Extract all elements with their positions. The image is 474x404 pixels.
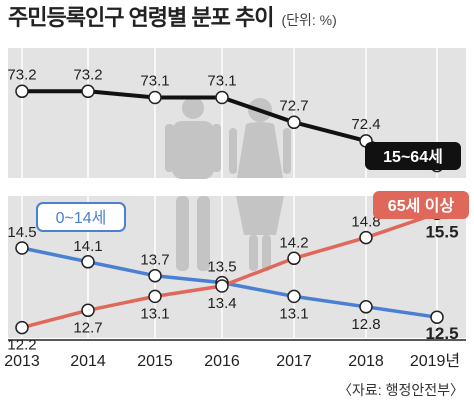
- x-tick-label-4: 2017: [276, 353, 312, 370]
- data-label-youth-2: 13.7: [140, 252, 169, 269]
- data-point-0-3: [215, 90, 229, 105]
- data-label-elderly-0: 12.2: [7, 337, 36, 354]
- data-label-elderly-3: 13.4: [207, 295, 236, 312]
- data-point-1-6: [430, 310, 444, 324]
- data-label-elderly-2: 13.1: [140, 305, 169, 322]
- x-tick-label-3: 2016: [204, 353, 240, 370]
- data-label-elderly-5: 14.8: [351, 214, 380, 231]
- data-label-working-age-1: 73.2: [73, 66, 102, 83]
- x-tick-label-2: 2015: [137, 353, 173, 370]
- woman-arm-right: [283, 128, 291, 174]
- data-point-1-5: [359, 300, 373, 314]
- x-tick-label-6: 2019년: [410, 352, 460, 370]
- title-row: 주민등록인구 연령별 분포 추이 (단위: %): [8, 0, 337, 30]
- data-label-elderly-6: 15.5: [425, 222, 458, 241]
- data-point-2-3: [215, 279, 229, 293]
- man-arm-left: [165, 124, 174, 172]
- data-label-elderly-1: 12.7: [73, 319, 102, 336]
- legend-elderly-box: [373, 191, 469, 219]
- man-leg-right: [197, 196, 210, 271]
- source-note: 〈자료: 행정안전부〉: [338, 382, 464, 398]
- data-label-working-age-3: 73.1: [207, 73, 236, 90]
- woman-arm-left: [229, 128, 237, 174]
- data-label-youth-6: 12.5: [425, 324, 458, 343]
- data-point-0-2: [148, 90, 162, 105]
- man-arm-right: [212, 124, 221, 172]
- x-tick-label-1: 2014: [70, 353, 106, 370]
- woman-leg-left: [249, 235, 258, 271]
- data-point-0-1: [81, 84, 95, 99]
- data-label-elderly-4: 14.2: [279, 234, 308, 251]
- unit-label: (단위: %): [281, 12, 337, 28]
- data-point-2-4: [287, 251, 301, 266]
- people-illustration: [165, 97, 291, 271]
- data-point-2-2: [148, 289, 162, 304]
- chart-title: 주민등록인구 연령별 분포 추이: [8, 5, 274, 30]
- data-label-youth-1: 14.1: [73, 238, 102, 255]
- data-label-working-age-5: 72.4: [351, 116, 380, 133]
- data-label-working-age-2: 73.1: [140, 73, 169, 90]
- data-point-2-0: [15, 320, 29, 335]
- man-body: [172, 121, 214, 179]
- data-point-2-5: [359, 230, 373, 245]
- legend-youth: 0~14세: [56, 209, 107, 227]
- woman-leg-right: [262, 235, 271, 271]
- data-point-1-2: [148, 268, 162, 283]
- data-point-0-0: [15, 84, 29, 99]
- data-label-working-age-4: 72.7: [279, 97, 308, 114]
- data-label-youth-0: 14.5: [7, 224, 36, 241]
- legend-working-age: 15~64세: [383, 148, 443, 166]
- data-point-1-4: [287, 289, 301, 304]
- data-point-1-0: [15, 241, 29, 255]
- woman-dress: [236, 196, 284, 235]
- legend-elderly: 65세 이상: [388, 197, 455, 215]
- woman-body: [237, 122, 283, 178]
- data-label-working-age-0: 73.2: [7, 66, 36, 83]
- data-label-youth-3: 13.5: [207, 259, 236, 276]
- x-tick-label-0: 2013: [4, 353, 40, 370]
- x-tick-label-5: 2018: [348, 353, 384, 370]
- man-icon: [182, 97, 204, 119]
- data-label-youth-4: 13.1: [279, 305, 308, 322]
- man-leg-left: [176, 196, 189, 271]
- legend-youth-box: [36, 202, 126, 232]
- data-label-youth-5: 12.8: [351, 316, 380, 333]
- data-point-2-1: [81, 303, 95, 318]
- data-point-0-4: [287, 115, 301, 130]
- legend-working-age-box: [365, 142, 461, 170]
- data-point-1-1: [81, 255, 95, 269]
